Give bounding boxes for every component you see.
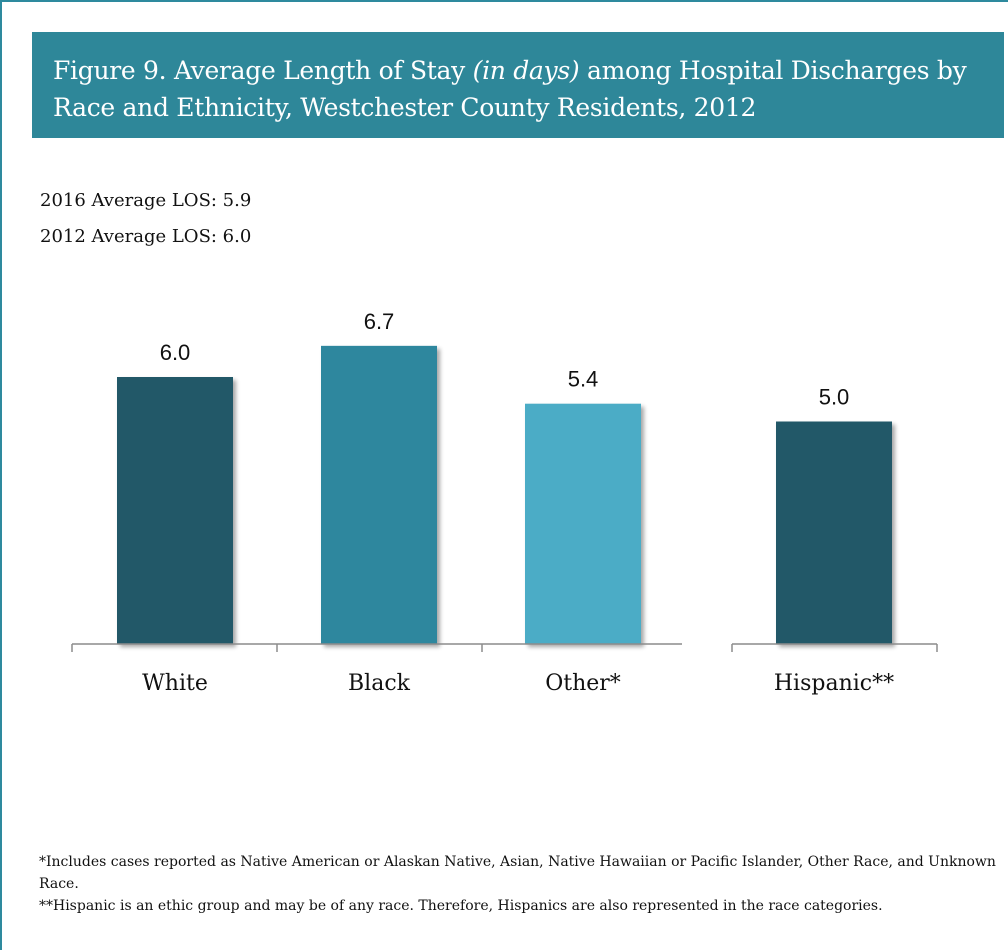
footnote-hispanic: **Hispanic is an ethic group and may be …: [39, 898, 883, 914]
bar-other: [525, 403, 641, 644]
bar-white: [117, 377, 233, 644]
data-label: 6.7: [364, 309, 395, 334]
category-label: Hispanic**: [774, 671, 894, 696]
title-prefix: Figure 9. Average Length of Stay: [53, 56, 465, 85]
figure-title-banner: Figure 9. Average Length of Stay (in day…: [32, 32, 1004, 138]
data-label: 5.0: [819, 385, 850, 410]
category-label: Black: [348, 671, 411, 696]
bar-hispanic: [776, 421, 892, 644]
summary-2012-los: 2012 Average LOS: 6.0: [40, 226, 252, 247]
category-label: Other*: [545, 671, 621, 696]
footnote-other: *Includes cases reported as Native Ameri…: [39, 854, 996, 892]
category-label: White: [142, 671, 208, 696]
summary-2016-los: 2016 Average LOS: 5.9: [40, 190, 252, 211]
title-italic: (in days): [472, 56, 580, 85]
x-axis: [71, 643, 938, 652]
title-suffix: among Hospital Discharges by Race and Et…: [53, 56, 967, 122]
labels-layer: 6.0 White 6.7 Black 5.4 Other* 5.0 Hispanic**: [142, 309, 894, 696]
bars-layer: [117, 345, 892, 644]
bar-chart: 6.0 White 6.7 Black 5.4 Other* 5.0 Hispanic**: [71, 309, 938, 696]
bar-black: [321, 345, 437, 644]
data-label: 6.0: [160, 340, 191, 365]
data-label: 5.4: [568, 367, 599, 392]
